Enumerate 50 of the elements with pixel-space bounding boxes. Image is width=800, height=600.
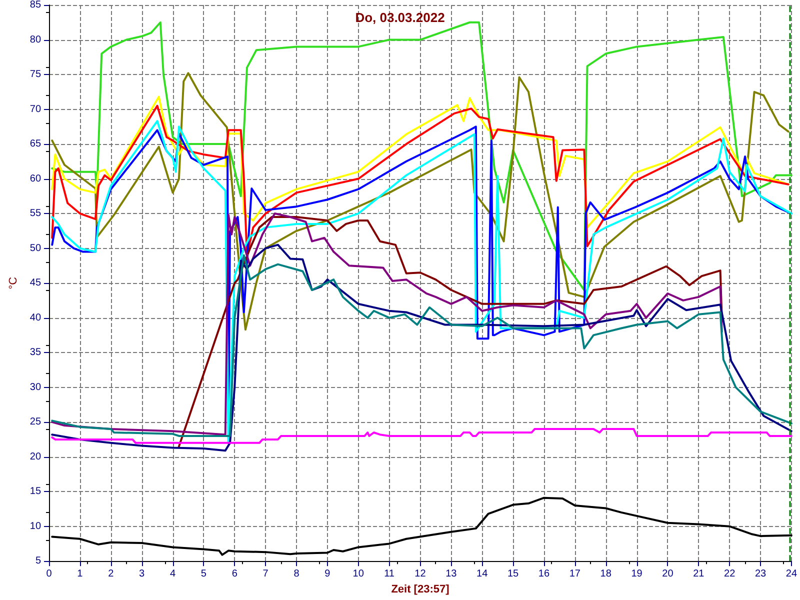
x-tick-label: 17 xyxy=(569,568,581,580)
x-tick-label: 18 xyxy=(600,568,612,580)
y-tick-label: 10 xyxy=(30,520,42,532)
x-tick-label: 6 xyxy=(232,568,238,580)
line-series xyxy=(51,96,790,228)
line-series xyxy=(51,212,723,436)
y-tick-label: 50 xyxy=(30,242,42,254)
y-tick-label: 40 xyxy=(30,312,42,324)
x-tick-label: 4 xyxy=(170,568,176,580)
x-tick-label: 16 xyxy=(538,568,550,580)
x-tick-label: 2 xyxy=(108,568,114,580)
y-tick-label: 60 xyxy=(30,173,42,184)
x-tick-label: 8 xyxy=(294,568,300,580)
line-series xyxy=(51,72,790,331)
y-axis-title: °C xyxy=(8,276,20,290)
y-tick-label: 75 xyxy=(30,69,42,80)
x-tick-label: 15 xyxy=(507,568,520,580)
x-tick-label: 23 xyxy=(754,568,767,580)
x-tick-label: 14 xyxy=(476,568,488,580)
x-axis-title: Zeit [23:57] xyxy=(391,584,450,596)
x-tick-label: 13 xyxy=(446,568,458,580)
y-tick-label: 5 xyxy=(35,556,42,567)
y-tick-label: 85 xyxy=(30,0,42,10)
x-tick-label: 22 xyxy=(724,568,736,580)
x-tick-label: 10 xyxy=(352,568,364,580)
x-tick-label: 19 xyxy=(631,568,643,580)
y-tick-label: 20 xyxy=(30,451,42,462)
y-tick-label: 30 xyxy=(30,382,42,393)
y-tick-label: 15 xyxy=(30,486,42,498)
y-tick-label: 45 xyxy=(30,278,42,289)
x-tick-label: 12 xyxy=(414,568,426,580)
x-tick-label: 11 xyxy=(384,568,395,580)
y-tick-label: 35 xyxy=(30,347,42,358)
y-tick-label: 55 xyxy=(30,208,42,220)
y-tick-label: 65 xyxy=(30,138,42,150)
x-tick-label: 9 xyxy=(324,568,331,580)
y-tick-label: 70 xyxy=(30,104,42,115)
x-tick-label: 24 xyxy=(786,568,798,580)
x-tick-label: 5 xyxy=(200,568,207,580)
y-tick-label: 25 xyxy=(30,416,42,428)
y-tick-label: 80 xyxy=(30,34,42,46)
x-tick-label: 1 xyxy=(77,568,84,580)
x-tick-label: 3 xyxy=(139,568,146,580)
line-series xyxy=(178,216,723,448)
x-tick-label: 0 xyxy=(46,568,52,580)
line-series xyxy=(51,428,792,444)
x-tick-label: 21 xyxy=(693,568,705,580)
x-tick-label: 7 xyxy=(262,568,269,580)
chart-title: Do, 03.03.2022 xyxy=(355,10,445,25)
x-tick-label: 20 xyxy=(662,568,674,580)
